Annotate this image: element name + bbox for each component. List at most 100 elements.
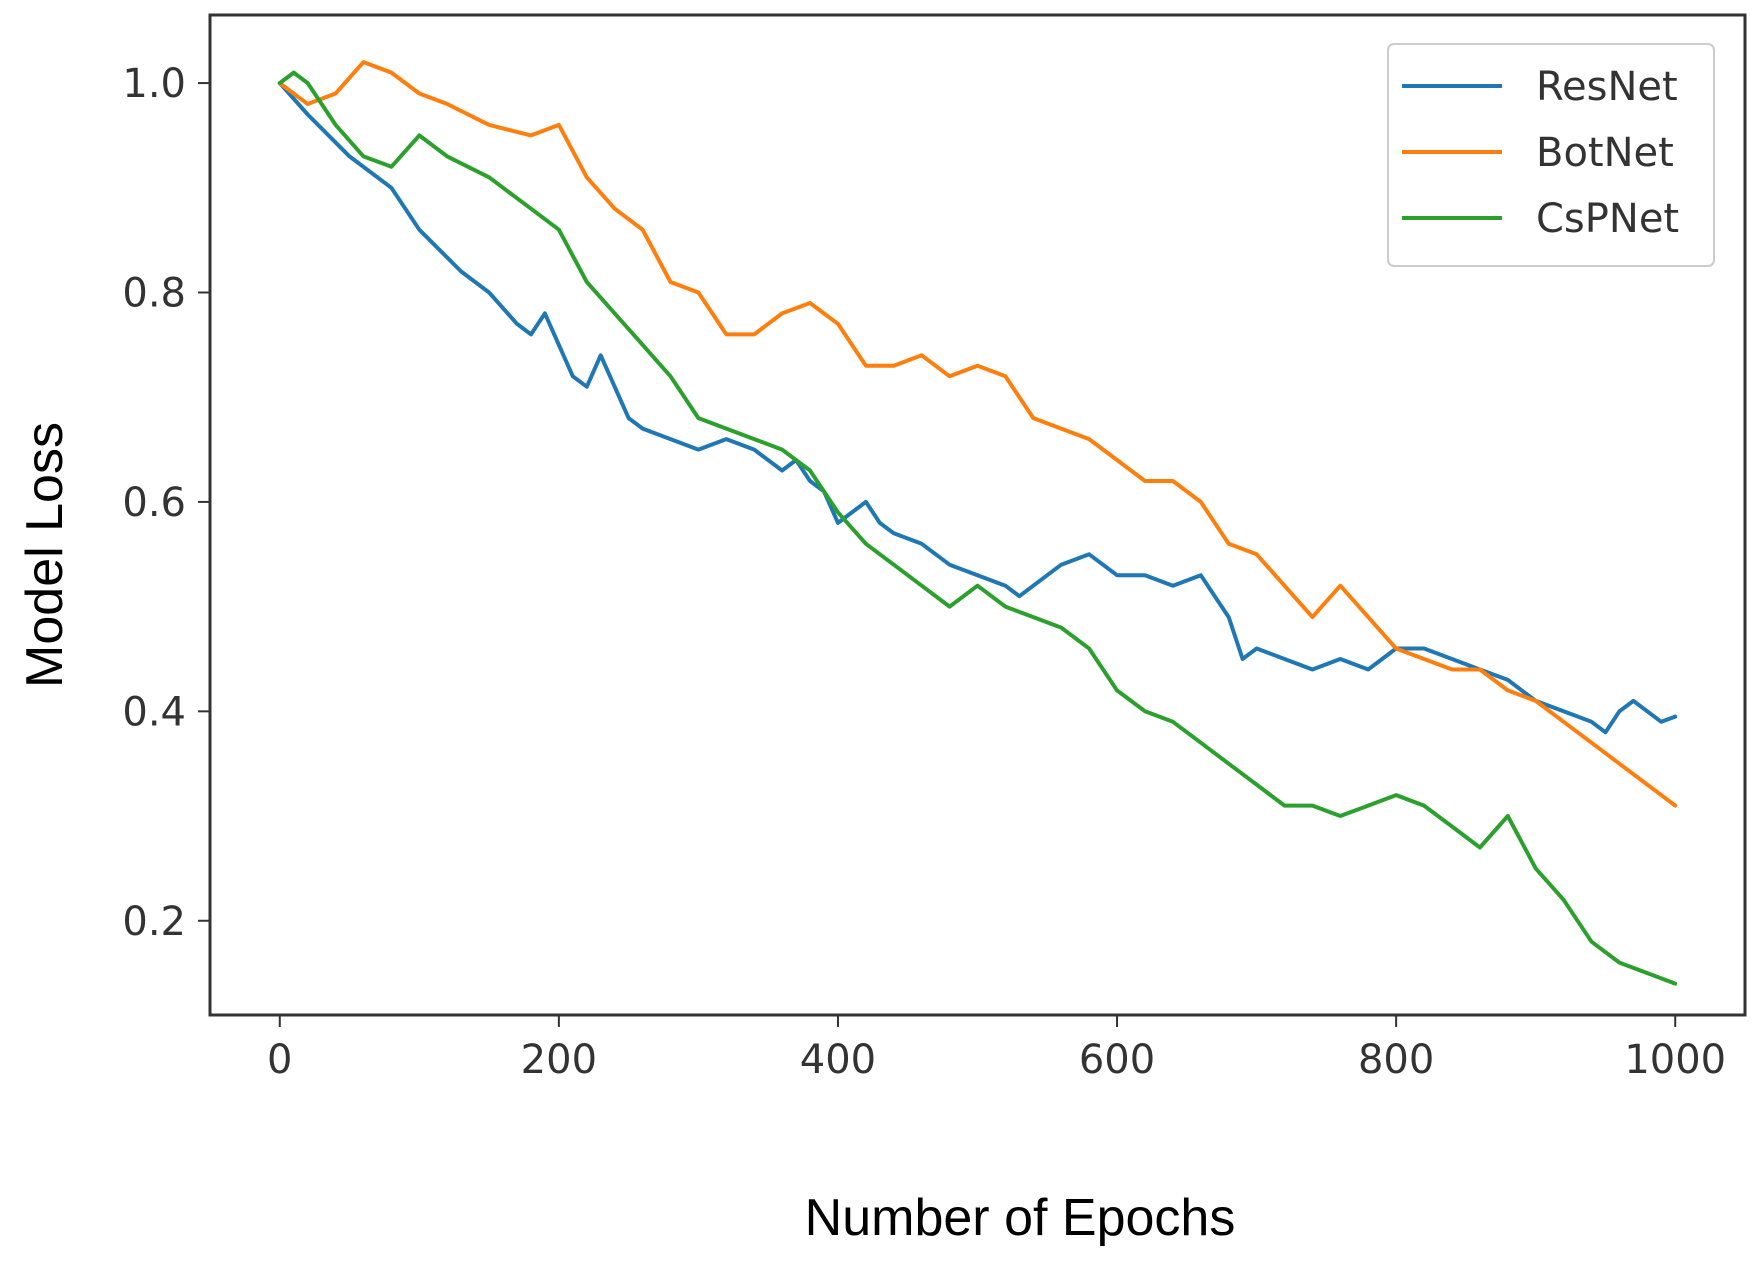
data-point-resnet <box>810 481 811 482</box>
data-point-botnet <box>1005 376 1006 377</box>
data-point-resnet <box>1228 617 1229 618</box>
data-point-resnet <box>1563 711 1564 712</box>
data-point-resnet <box>1452 659 1453 660</box>
data-point-resnet <box>307 114 308 115</box>
data-point-resnet <box>531 334 532 335</box>
data-point-cspnet <box>1452 826 1453 827</box>
data-point-botnet <box>782 313 783 314</box>
data-point-cspnet <box>1061 627 1062 628</box>
data-point-resnet <box>628 418 629 419</box>
data-point-botnet <box>1061 428 1062 429</box>
data-point-cspnet <box>1284 805 1285 806</box>
data-point-botnet <box>335 93 336 94</box>
data-point-resnet <box>782 470 783 471</box>
data-point-resnet <box>726 439 727 440</box>
data-point-resnet <box>1591 721 1592 722</box>
data-point-cspnet <box>1424 805 1425 806</box>
data-point-botnet <box>391 72 392 73</box>
data-point-botnet <box>698 292 699 293</box>
data-point-cspnet <box>782 449 783 450</box>
data-point-botnet <box>1256 554 1257 555</box>
data-point-cspnet <box>1479 847 1480 848</box>
data-point-botnet <box>838 323 839 324</box>
data-point-cspnet <box>307 83 308 84</box>
data-point-cspnet <box>1005 606 1006 607</box>
data-point-resnet <box>1172 585 1173 586</box>
data-point-resnet <box>754 449 755 450</box>
data-point-cspnet <box>1396 795 1397 796</box>
data-point-botnet <box>586 177 587 178</box>
series-lines <box>277 60 1678 986</box>
data-point-botnet <box>1675 805 1676 806</box>
data-point-cspnet <box>921 585 922 586</box>
data-point-resnet <box>1005 585 1006 586</box>
y-axis-ticks: 0.2 0.4 0.6 0.8 1.0 <box>122 61 210 945</box>
data-point-botnet <box>921 355 922 356</box>
data-point-botnet <box>1507 690 1508 691</box>
data-point-botnet <box>363 62 364 63</box>
data-point-cspnet <box>698 418 699 419</box>
data-point-cspnet <box>614 313 615 314</box>
data-point-cspnet <box>447 156 448 157</box>
data-point-resnet <box>1424 648 1425 649</box>
data-point-cspnet <box>489 177 490 178</box>
y-axis-title: Model Loss <box>16 422 74 688</box>
data-point-botnet <box>1396 648 1397 649</box>
data-point-resnet <box>1619 711 1620 712</box>
data-point-botnet <box>1033 418 1034 419</box>
data-point-resnet <box>670 439 671 440</box>
legend-label-botnet: BotNet <box>1536 130 1674 176</box>
data-point-cspnet <box>1619 962 1620 963</box>
x-axis-ticks: 0 200 400 600 800 1000 <box>267 1015 1726 1083</box>
data-point-cspnet <box>1535 868 1536 869</box>
data-point-botnet <box>558 124 559 125</box>
data-point-resnet <box>517 323 518 324</box>
data-point-resnet <box>1089 554 1090 555</box>
data-point-resnet <box>865 501 866 502</box>
data-point-cspnet <box>893 564 894 565</box>
data-point-resnet <box>1019 596 1020 597</box>
data-point-resnet <box>1117 575 1118 576</box>
data-point-resnet <box>1242 659 1243 660</box>
data-point-resnet <box>461 271 462 272</box>
data-point-resnet <box>1340 659 1341 660</box>
y-tick-label: 1.0 <box>122 61 186 107</box>
data-point-cspnet <box>363 156 364 157</box>
data-point-resnet <box>1214 596 1215 597</box>
y-tick-label: 0.4 <box>122 689 186 735</box>
data-point-botnet <box>447 104 448 105</box>
x-tick-label: 400 <box>800 1037 876 1083</box>
data-point-botnet <box>1200 501 1201 502</box>
data-point-resnet <box>1312 669 1313 670</box>
data-point-resnet <box>893 533 894 534</box>
data-point-cspnet <box>279 83 280 84</box>
data-point-botnet <box>893 365 894 366</box>
data-point-botnet <box>977 365 978 366</box>
data-point-resnet <box>419 229 420 230</box>
data-point-botnet <box>614 208 615 209</box>
data-point-resnet <box>1061 564 1062 565</box>
data-point-cspnet <box>335 124 336 125</box>
data-point-cspnet <box>949 606 950 607</box>
data-point-cspnet <box>1033 617 1034 618</box>
data-point-resnet <box>1256 648 1257 649</box>
data-point-cspnet <box>1675 983 1676 984</box>
data-point-resnet <box>349 156 350 157</box>
data-point-cspnet <box>865 543 866 544</box>
data-point-botnet <box>489 124 490 125</box>
data-point-cspnet <box>1591 941 1592 942</box>
data-point-resnet <box>921 543 922 544</box>
data-point-resnet <box>642 428 643 429</box>
data-point-resnet <box>1145 575 1146 576</box>
data-point-resnet <box>949 564 950 565</box>
data-point-botnet <box>810 303 811 304</box>
x-tick-label: 0 <box>267 1037 292 1083</box>
data-point-resnet <box>1368 669 1369 670</box>
data-point-cspnet <box>1647 973 1648 974</box>
legend-label-resnet: ResNet <box>1536 64 1678 110</box>
data-point-cspnet <box>586 282 587 283</box>
data-point-resnet <box>1507 679 1508 680</box>
data-point-botnet <box>1452 669 1453 670</box>
data-point-cspnet <box>1200 742 1201 743</box>
